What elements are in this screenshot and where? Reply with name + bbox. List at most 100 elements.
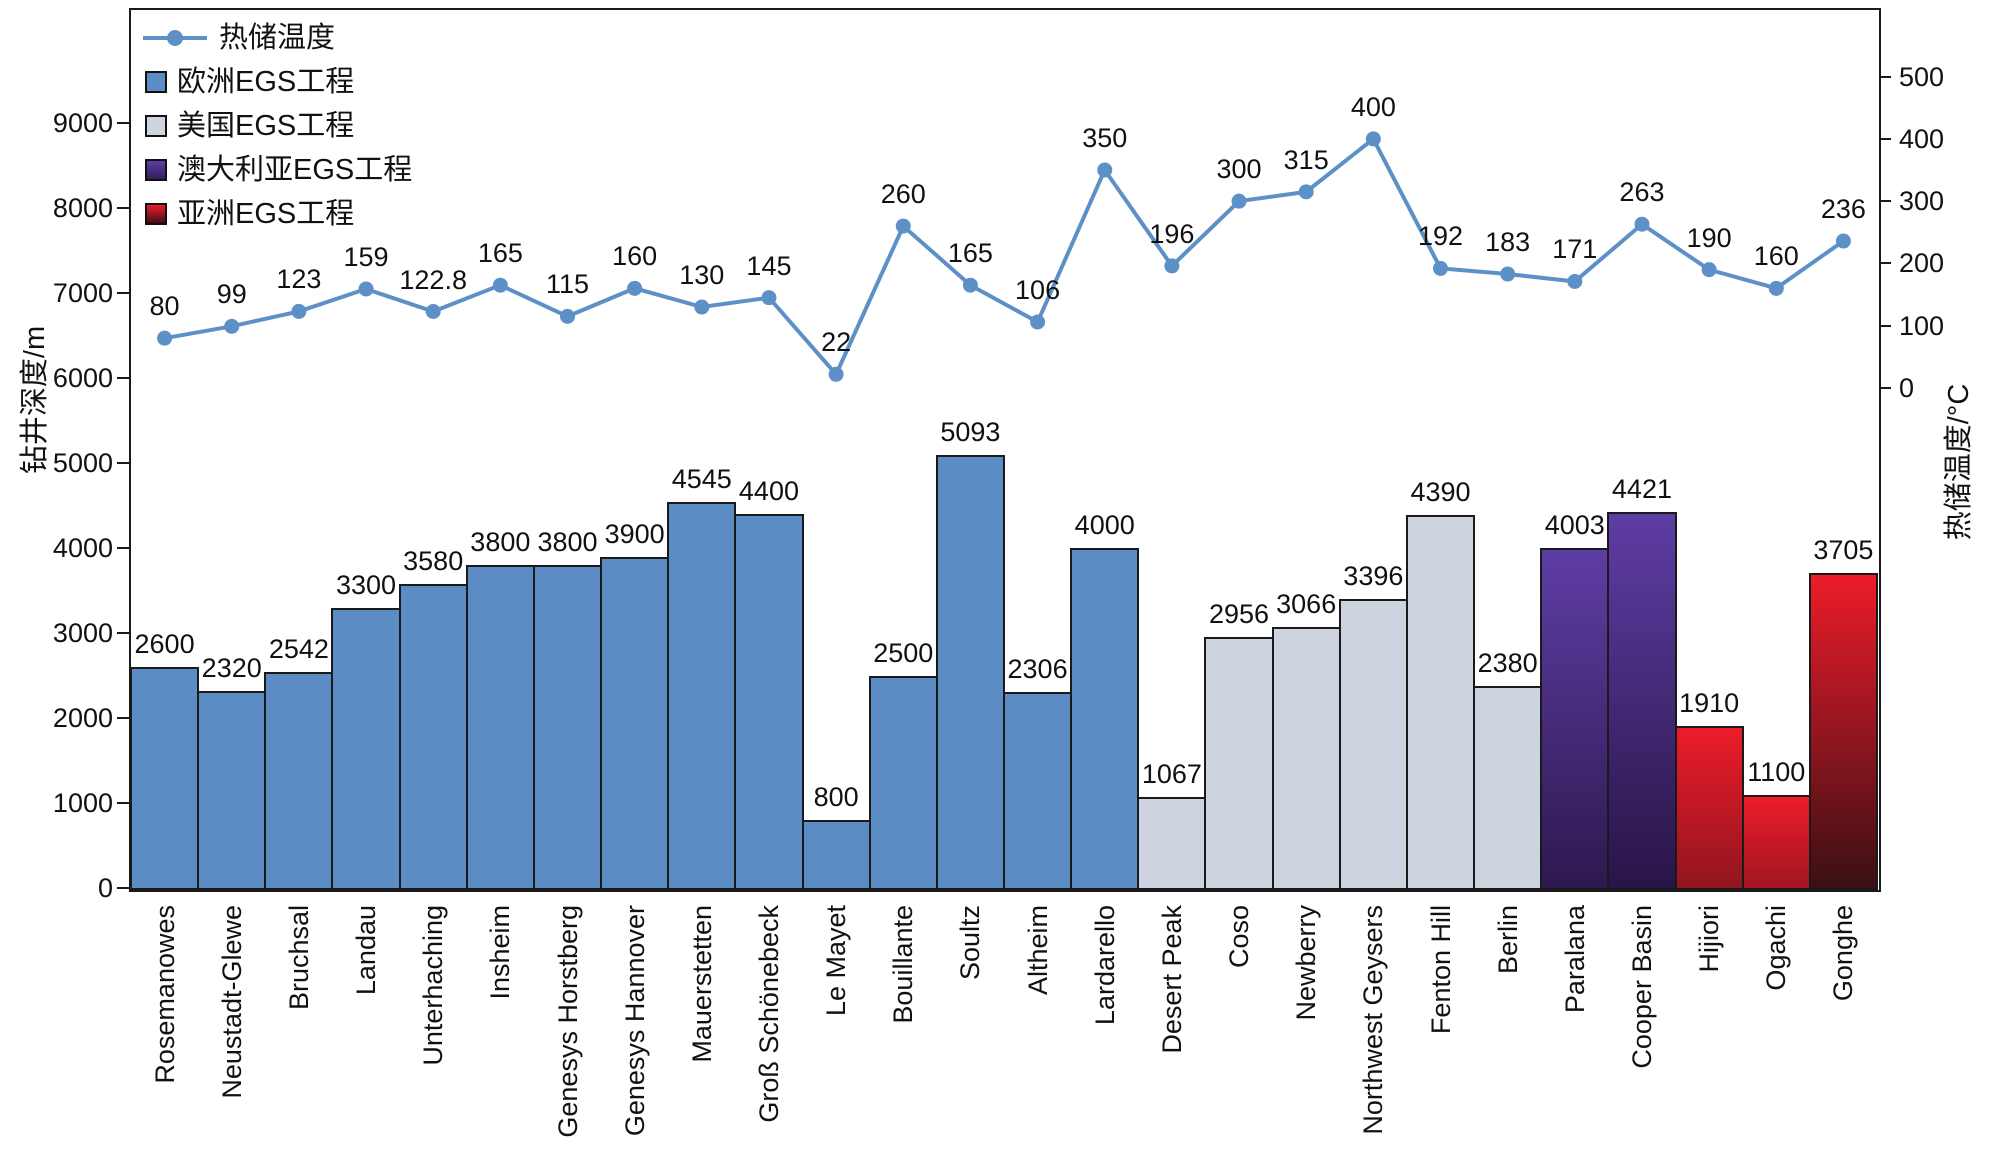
x-tick-label: Unterhaching xyxy=(418,905,449,1066)
bar-Genesys Horstberg xyxy=(532,565,603,890)
bar-Rosemanowes xyxy=(130,667,200,890)
y-tick-label-left: 9000 xyxy=(52,108,113,139)
left-axis-tick xyxy=(117,547,129,550)
x-tick-label: Ogachi xyxy=(1761,905,1792,991)
bar-value-label: 4545 xyxy=(671,463,732,494)
bar-Paralana xyxy=(1540,547,1610,890)
legend-label-europe: 欧洲EGS工程 xyxy=(177,66,355,98)
y-tick-label-left: 3000 xyxy=(52,618,113,648)
bar-Northwest Geysers xyxy=(1338,599,1408,890)
y-tick-label-left: 7000 xyxy=(52,278,113,309)
bar-value-label: 800 xyxy=(813,782,859,812)
x-tick-label: Genesys Horstberg xyxy=(552,905,583,1138)
left-axis-tick xyxy=(117,292,129,295)
y-tick-label-left: 1000 xyxy=(52,788,113,818)
y-tick-label-right: 400 xyxy=(1899,123,1945,154)
legend-label-asia: 亚洲EGS工程 xyxy=(177,198,355,230)
bar-value-label: 2306 xyxy=(1007,654,1068,684)
x-tick-label: Genesys Hannover xyxy=(619,905,650,1137)
x-tick-label: Le Mayet xyxy=(821,905,852,1017)
line-value-label: 106 xyxy=(1015,274,1061,305)
bar-Unterhaching xyxy=(398,583,468,890)
y-tick-label-right: 100 xyxy=(1899,310,1945,341)
y-tick-label-left: 5000 xyxy=(52,448,113,479)
legend-item-usa: 美国EGS工程 xyxy=(143,104,412,148)
line-value-label: 260 xyxy=(880,179,926,210)
line-value-label: 22 xyxy=(821,327,852,358)
bar-Landau xyxy=(331,607,401,890)
y-tick-label-right: 500 xyxy=(1899,61,1945,92)
bar-Gonghe xyxy=(1808,573,1878,890)
line-value-label: 400 xyxy=(1350,91,1396,122)
bar-Desert Peak xyxy=(1137,797,1207,890)
bar-value-label: 1067 xyxy=(1141,759,1202,790)
bar-value-label: 2380 xyxy=(1477,647,1538,678)
left-axis-tick xyxy=(117,887,129,889)
bar-Groß Schönebeck xyxy=(734,514,804,890)
line-sample-icon xyxy=(143,30,207,46)
x-tick-label: Paralana xyxy=(1559,905,1590,1014)
bar-value-label: 1910 xyxy=(1679,687,1740,718)
bar-Lardarello xyxy=(1070,548,1140,890)
bar-Berlin xyxy=(1473,685,1543,890)
plot-area xyxy=(129,8,1881,892)
bar-value-label: 3396 xyxy=(1343,561,1404,592)
left-axis-tick xyxy=(117,632,129,634)
left-axis-tick xyxy=(117,462,129,465)
x-tick-label: Northwest Geysers xyxy=(1358,905,1389,1135)
line-value-label: 315 xyxy=(1283,144,1329,175)
bar-value-label: 5093 xyxy=(940,417,1001,448)
line-value-label: 115 xyxy=(545,269,590,300)
line-value-label: 122.8 xyxy=(399,264,467,295)
x-tick-label: Insheim xyxy=(485,905,516,1000)
x-tick-label: Hijiori xyxy=(1694,905,1725,973)
bar-Mauerstetten xyxy=(667,501,737,890)
line-value-label: 263 xyxy=(1619,177,1665,208)
right-axis-tick xyxy=(1879,75,1891,78)
line-value-label: 196 xyxy=(1149,218,1195,249)
line-value-label: 171 xyxy=(1552,234,1598,265)
bar-Newberry xyxy=(1271,627,1341,890)
legend-item-europe: 欧洲EGS工程 xyxy=(143,60,412,104)
bar-Altheim xyxy=(1003,692,1073,890)
bar-Ogachi xyxy=(1741,794,1811,890)
asia-swatch-icon xyxy=(145,203,167,225)
bar-Le Mayet xyxy=(801,820,871,890)
bar-Insheim xyxy=(465,565,535,890)
line-value-label: 165 xyxy=(477,238,523,269)
legend-item-australia: 澳大利亚EGS工程 xyxy=(143,148,412,192)
line-value-label: 165 xyxy=(947,238,993,269)
x-tick-label: Rosemanowes xyxy=(149,905,180,1084)
right-axis-tick xyxy=(1879,200,1891,203)
line-marker-icon xyxy=(167,30,183,46)
bar-value-label: 3705 xyxy=(1813,535,1874,566)
bar-Soultz xyxy=(935,455,1005,890)
line-value-label: 160 xyxy=(1753,241,1799,272)
bar-value-label: 4400 xyxy=(738,476,799,507)
right-axis-tick xyxy=(1879,324,1891,327)
left-axis-tick xyxy=(117,122,129,125)
bar-value-label: 4390 xyxy=(1410,476,1471,507)
legend-label-line: 热储温度 xyxy=(219,22,336,54)
y-tick-label-right: 300 xyxy=(1899,186,1945,217)
bar-value-label: 3580 xyxy=(403,545,464,576)
x-tick-label: Desert Peak xyxy=(1156,905,1187,1054)
right-axis-title: 热储温度/°C xyxy=(1943,383,1975,541)
x-tick-label: Neustadt-Glewe xyxy=(216,905,247,1099)
x-tick-label: Fenton Hill xyxy=(1425,905,1456,1035)
bar-Hijiori xyxy=(1674,725,1744,890)
left-axis-tick xyxy=(117,717,129,719)
line-value-label: 145 xyxy=(746,250,792,281)
y-tick-label-left: 4000 xyxy=(52,533,113,564)
bar-value-label: 2500 xyxy=(873,637,934,668)
x-tick-label: Newberry xyxy=(1291,905,1322,1021)
x-tick-label: Mauerstetten xyxy=(686,905,717,1063)
y-tick-label-left: 8000 xyxy=(52,193,113,224)
bar-value-label: 3800 xyxy=(470,527,531,558)
x-tick-label: Soultz xyxy=(955,905,986,981)
bar-value-label: 4000 xyxy=(1074,510,1135,541)
bar-Neustadt-Glewe xyxy=(197,690,267,890)
bar-Genesys Hannover xyxy=(600,556,670,890)
right-axis-tick xyxy=(1879,262,1891,265)
bar-Bruchsal xyxy=(264,671,334,890)
